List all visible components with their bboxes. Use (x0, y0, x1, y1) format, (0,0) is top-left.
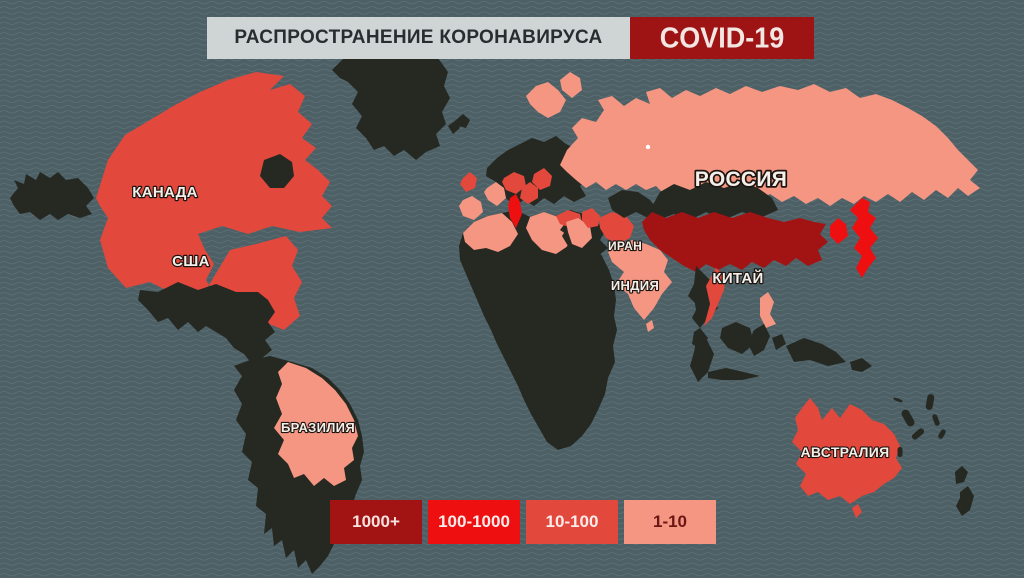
svg-text:ИНДИЯ: ИНДИЯ (611, 278, 659, 293)
svg-text:РОССИЯ: РОССИЯ (695, 168, 787, 191)
svg-text:ИРАН: ИРАН (608, 239, 642, 253)
svg-text:БРАЗИЛИЯ: БРАЗИЛИЯ (281, 420, 355, 435)
svg-text:АВСТРАЛИЯ: АВСТРАЛИЯ (800, 444, 889, 460)
svg-text:США: США (172, 253, 210, 270)
svg-text:КИТАЙ: КИТАЙ (712, 269, 763, 287)
svg-text:КАНАДА: КАНАДА (132, 184, 198, 201)
